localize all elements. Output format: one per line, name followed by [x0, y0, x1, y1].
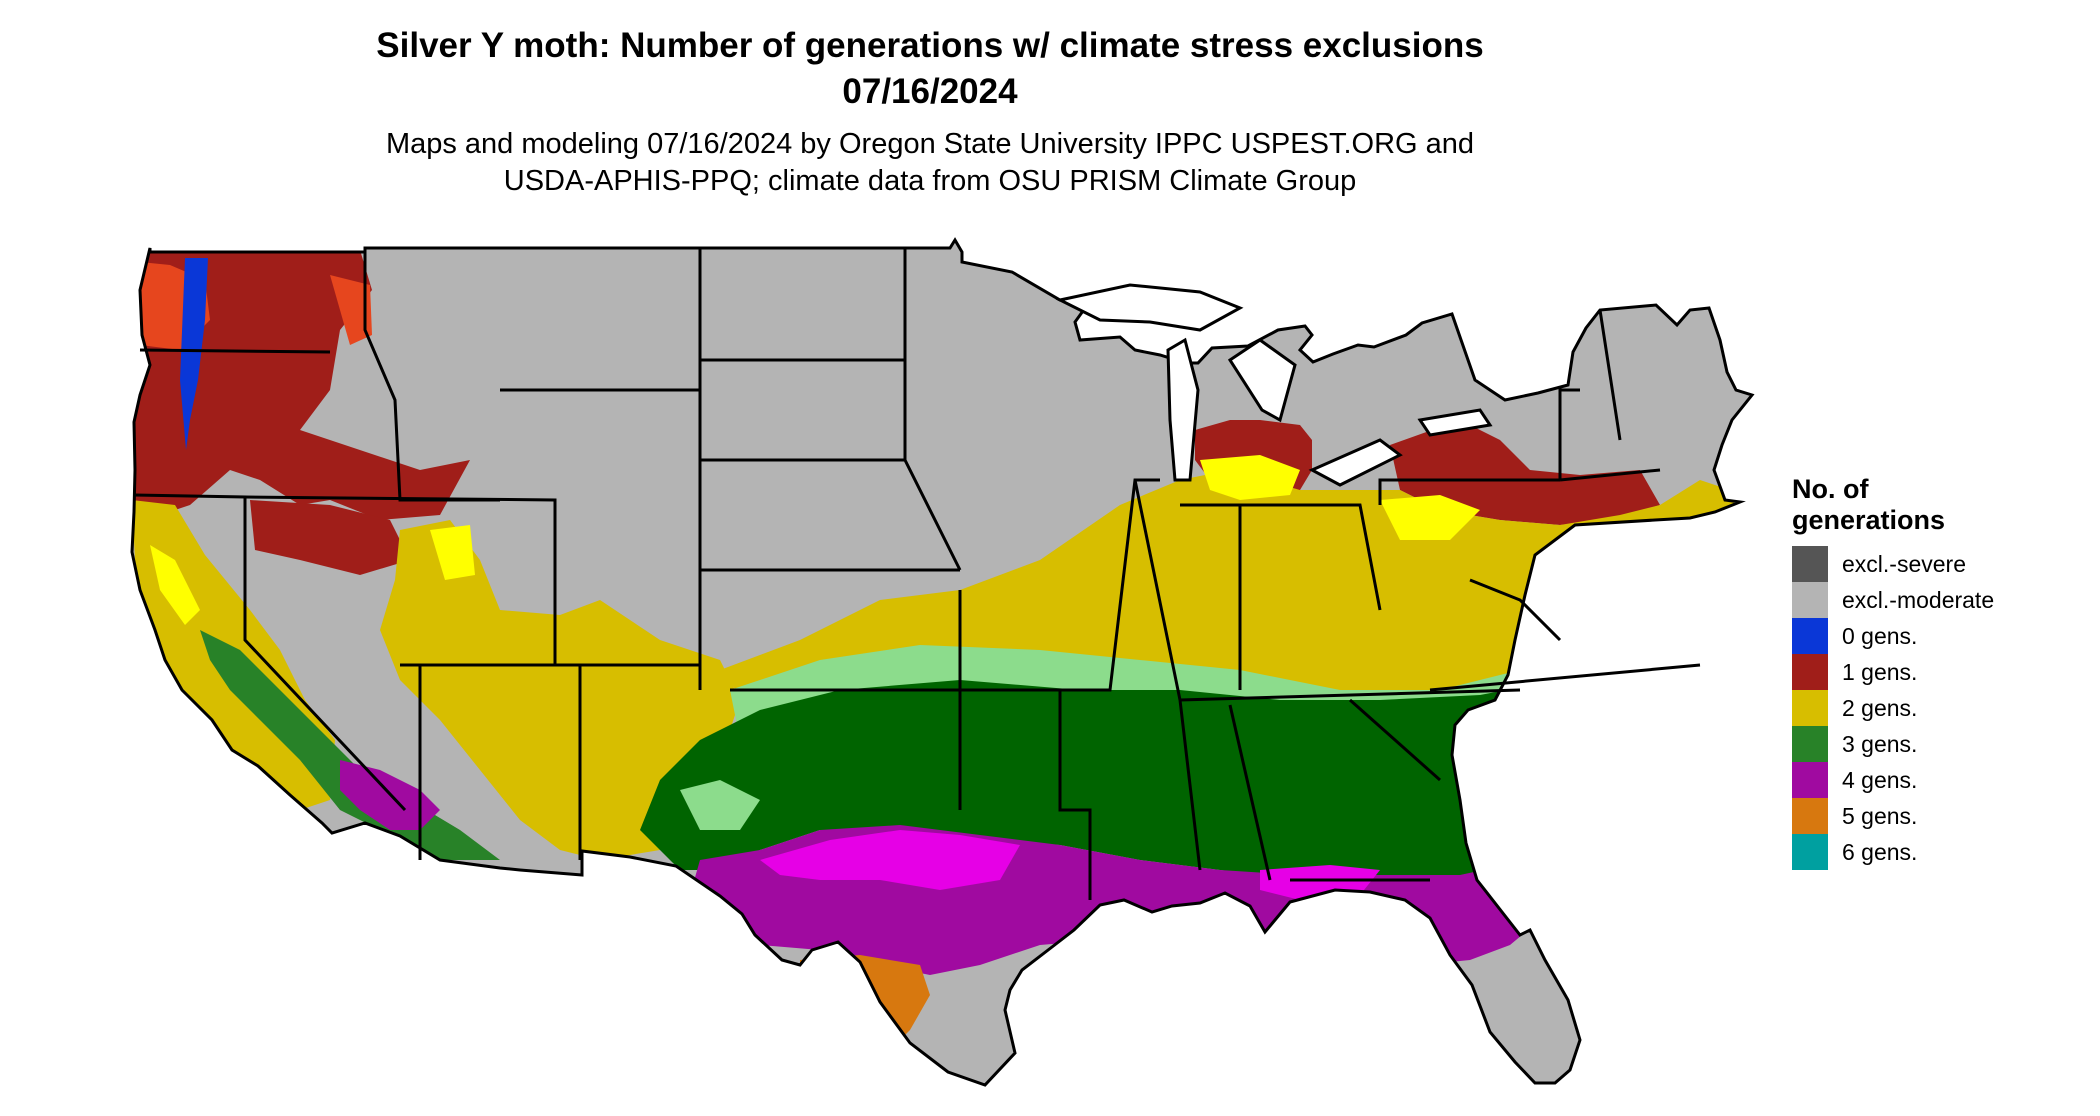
- legend-item: 0 gens.: [1792, 618, 2092, 654]
- border-il: [1060, 478, 1160, 692]
- border-pa-ny: [1378, 478, 1560, 505]
- legend-swatch: [1792, 582, 1828, 618]
- border-mn: [903, 248, 962, 571]
- legend-label: excl.-severe: [1842, 550, 1966, 577]
- map-title: Silver Y moth: Number of generations w/ …: [376, 26, 1484, 65]
- map-credit-line-2: USDA-APHIS-PPQ; climate data from OSU PR…: [503, 165, 1357, 197]
- zone-1-gen-northeast: [1390, 420, 1660, 525]
- border-al-ga: [1228, 704, 1272, 881]
- lake-michigan: [1166, 337, 1200, 482]
- border-mo-ar: [958, 590, 1092, 900]
- border-ga-sc: [1349, 698, 1441, 782]
- map-credit-line-1: Maps and modeling 07/16/2024 by Oregon S…: [385, 128, 1475, 160]
- legend-item: 5 gens.: [1792, 798, 2092, 834]
- legend-label: 3 gens.: [1842, 730, 1918, 757]
- legend-label: 5 gens.: [1842, 802, 1918, 829]
- border-wa-or: [139, 348, 331, 354]
- map-date: 07/16/2024: [842, 72, 1018, 111]
- zone-3-gen-light-patches: [680, 780, 760, 830]
- legend-item: 2 gens.: [1792, 690, 2092, 726]
- lake-erie: [1308, 438, 1403, 487]
- lake-ontario: [1417, 408, 1493, 437]
- border-ny-vt: [1558, 388, 1580, 480]
- zone-1-gen-great-basin: [250, 500, 410, 575]
- legend-swatch: [1792, 618, 1828, 654]
- zone-2-gen-highlight-northeast: [1380, 495, 1480, 540]
- zone-0-gen-cascades: [180, 258, 208, 450]
- border-tn-ky: [1179, 688, 1521, 702]
- legend-item: 3 gens.: [1792, 726, 2092, 762]
- legend-title: No. of generations: [1792, 474, 2092, 536]
- zone-2-gen-four-corners: [380, 520, 740, 860]
- border-oh-pa: [1240, 503, 1382, 611]
- state-borders: [130, 238, 1754, 1087]
- legend-swatch: [1792, 762, 1828, 798]
- zone-4-gen-highlight: [760, 830, 1020, 890]
- legend-swatch: [1792, 798, 1828, 834]
- border-va-wv: [1469, 578, 1562, 642]
- legend-items: excl.-severe excl.-moderate 0 gens. 1 gens.…: [1792, 546, 2092, 870]
- legend-swatch: [1792, 546, 1828, 582]
- legend-label: 6 gens.: [1842, 838, 1918, 865]
- lake-huron: [1227, 338, 1297, 423]
- legend-label: 2 gens.: [1842, 694, 1918, 721]
- legend-title-line-2: generations: [1792, 505, 1946, 535]
- legend-label: 4 gens.: [1842, 766, 1918, 793]
- legend-swatch: [1792, 726, 1828, 762]
- zone-1-gen-north-cascades: [330, 275, 372, 345]
- legend-label: excl.-moderate: [1842, 586, 1995, 613]
- legend-swatch: [1792, 690, 1828, 726]
- legend-item: excl.-moderate: [1792, 582, 2092, 618]
- legend-item: 6 gens.: [1792, 834, 2092, 870]
- zone-2-gen-highlight-michigan: [1200, 455, 1300, 500]
- legend-item: 1 gens.: [1792, 654, 2092, 690]
- legend-item: excl.-severe: [1792, 546, 2092, 582]
- zone-5-gen-florida: [1300, 955, 1410, 1070]
- border-ca-nv: [133, 493, 407, 812]
- zone-2-gen-highlight-sw: [430, 525, 475, 580]
- legend-label: 1 gens.: [1842, 658, 1918, 685]
- border-va-nc: [1429, 663, 1701, 692]
- legend-swatch: [1792, 654, 1828, 690]
- legend: No. of generations excl.-severe excl.-mod…: [1792, 474, 2092, 870]
- legend-title-line-1: No. of: [1792, 474, 1869, 504]
- lake-superior: [1055, 283, 1244, 332]
- legend-item: 4 gens.: [1792, 762, 2092, 798]
- legend-label: 0 gens.: [1842, 622, 1918, 649]
- border-nh-me: [1598, 309, 1622, 441]
- generation-zones: [132, 240, 1752, 1085]
- border-nv-ut: [244, 495, 557, 665]
- zone-6-gen-florida-keys: [1340, 1060, 1385, 1085]
- zone-3-gen-west: [200, 630, 500, 860]
- border-ny-ma: [1559, 468, 1661, 482]
- zone-2-gen-highlight-ca: [150, 545, 200, 625]
- great-lakes: [1055, 283, 1493, 487]
- legend-swatch: [1792, 834, 1828, 870]
